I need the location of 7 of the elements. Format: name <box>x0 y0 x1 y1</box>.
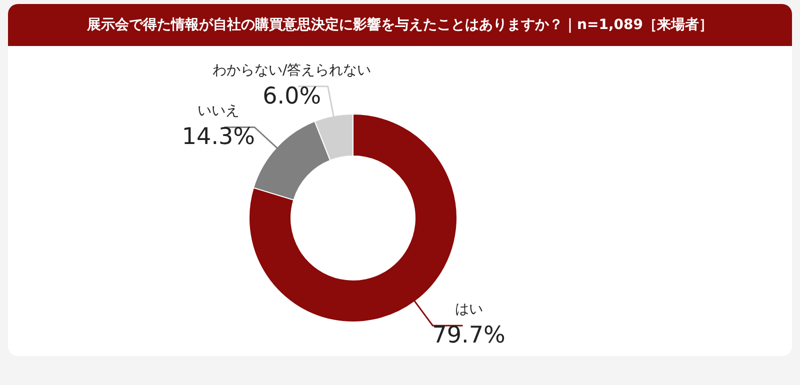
data-label: 14.3% <box>182 124 255 150</box>
data-label: 6.0% <box>262 83 322 110</box>
slice-label: わからない/答えられない <box>212 62 372 78</box>
slice-label: いいえ <box>197 103 240 120</box>
data-label: 79.7% <box>432 322 506 349</box>
slice-label: はい <box>454 302 483 318</box>
chart-title: 展示会で得た情報が自社の購買意思決定に影響を与えたことはありますか？｜n=1,089［来場者］ <box>8 4 792 46</box>
